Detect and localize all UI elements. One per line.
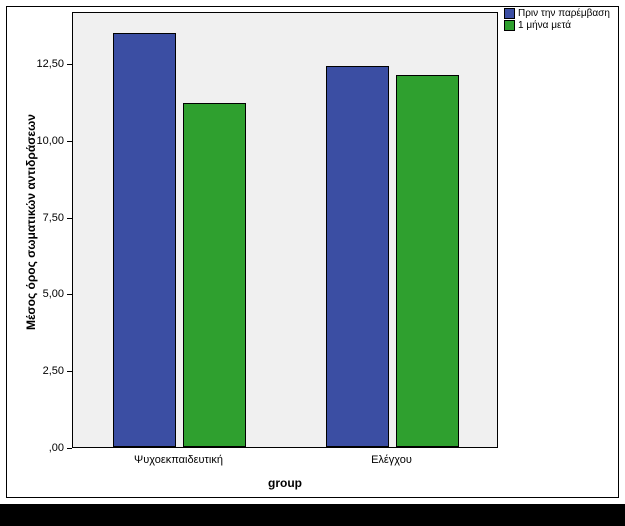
ytick-label: ,00 <box>49 442 64 454</box>
legend: Πριν την παρέμβαση1 μήνα μετά <box>504 8 610 32</box>
xtick-label: Ελέγχου <box>371 454 412 466</box>
xtick-label: Ψυχοεκπαιδευτική <box>134 454 223 466</box>
legend-item: 1 μήνα μετά <box>504 20 610 32</box>
plot-inner <box>73 13 497 447</box>
ytick-mark <box>67 64 72 65</box>
chart-container: Μέσος όρος σωματικών αντιδράσεων group Π… <box>0 0 625 504</box>
bar <box>326 66 389 447</box>
ytick-label: 5,00 <box>43 288 64 300</box>
legend-label: 1 μήνα μετά <box>518 20 571 32</box>
legend-item: Πριν την παρέμβαση <box>504 8 610 20</box>
legend-label: Πριν την παρέμβαση <box>518 8 610 20</box>
legend-swatch <box>504 8 515 19</box>
bar <box>183 103 246 447</box>
ytick-mark <box>67 294 72 295</box>
ytick-label: 12,50 <box>36 58 64 70</box>
plot-area <box>72 12 498 448</box>
ytick-mark <box>67 448 72 449</box>
ytick-mark <box>67 141 72 142</box>
bottom-strip <box>0 504 625 526</box>
ytick-mark <box>67 371 72 372</box>
ytick-label: 2,50 <box>43 365 64 377</box>
ytick-label: 7,50 <box>43 212 64 224</box>
ytick-label: 10,00 <box>36 135 64 147</box>
x-axis-label: group <box>72 476 498 490</box>
bar <box>396 75 459 447</box>
legend-swatch <box>504 20 515 31</box>
ytick-mark <box>67 218 72 219</box>
bar <box>113 33 176 448</box>
